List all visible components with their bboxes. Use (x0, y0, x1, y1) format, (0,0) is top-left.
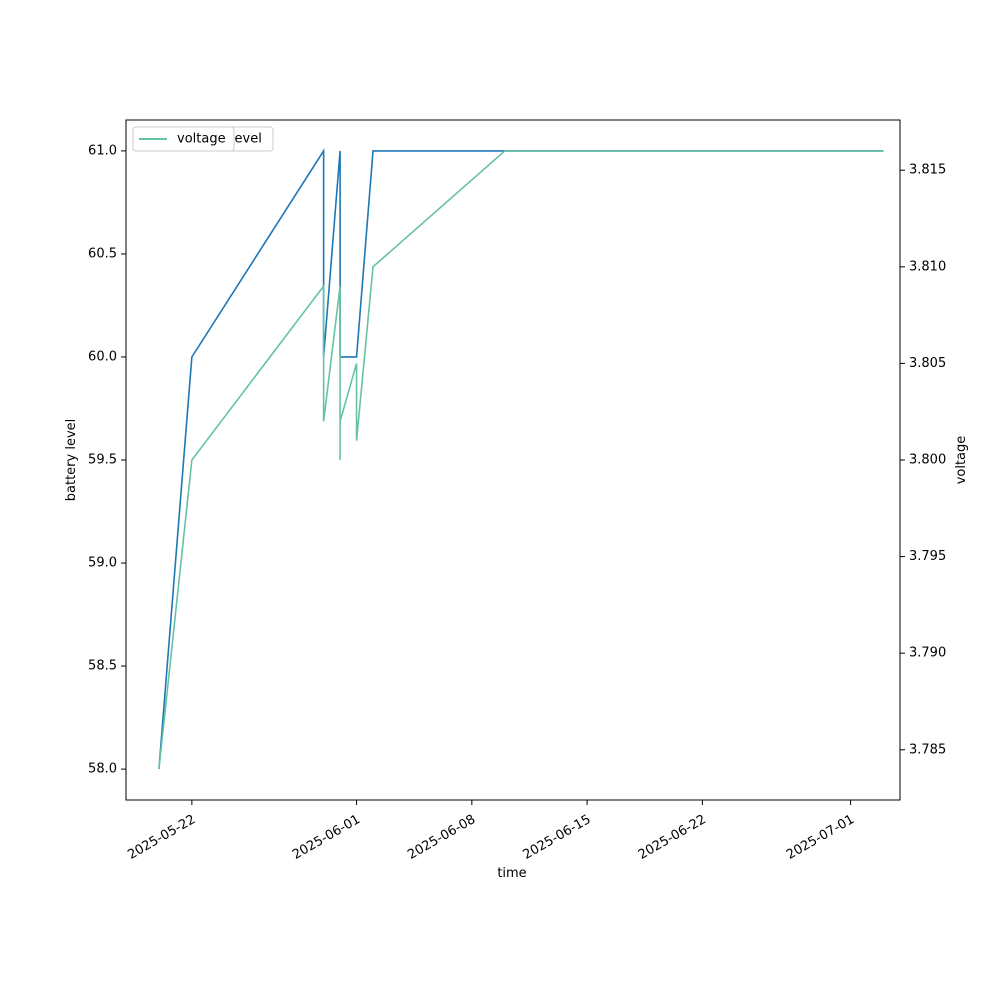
x-tick-label: 2025-06-01 (290, 812, 363, 863)
series-line (158, 150, 884, 770)
y-tick-label: 58.5 (88, 659, 117, 674)
y2-tick-label: 3.800 (909, 453, 946, 468)
y-axis-label: battery level (64, 419, 79, 502)
y2-tick-label: 3.795 (909, 549, 946, 564)
y2-tick-label: 3.815 (909, 163, 946, 178)
y2-axis-label: voltage (954, 436, 969, 485)
legend-label: voltage (177, 132, 226, 147)
y-tick-label: 58.0 (88, 762, 117, 777)
y-tick-label: 59.0 (88, 556, 117, 571)
x-tick-label: 2025-06-15 (521, 812, 594, 863)
y2-tick-label: 3.790 (909, 646, 946, 661)
y-tick-label: 59.5 (88, 453, 117, 468)
x-tick-label: 2025-06-08 (405, 812, 478, 863)
series-line (158, 148, 884, 770)
legend: voltage (132, 126, 235, 152)
y2-tick-label: 3.810 (909, 259, 946, 274)
y-tick-label: 60.0 (88, 349, 117, 364)
y2-tick-label: 3.785 (909, 742, 946, 757)
y-tick-label: 61.0 (88, 143, 117, 158)
x-tick-label: 2025-06-22 (636, 812, 709, 863)
legend-box (132, 126, 235, 152)
y2-tick-label: 3.805 (909, 356, 946, 371)
y-tick-label: 60.5 (88, 246, 117, 261)
x-tick-label: 2025-07-01 (784, 812, 857, 863)
x-axis-label: time (497, 866, 526, 881)
plot-frame (125, 119, 901, 801)
x-tick-label: 2025-05-22 (125, 812, 198, 863)
